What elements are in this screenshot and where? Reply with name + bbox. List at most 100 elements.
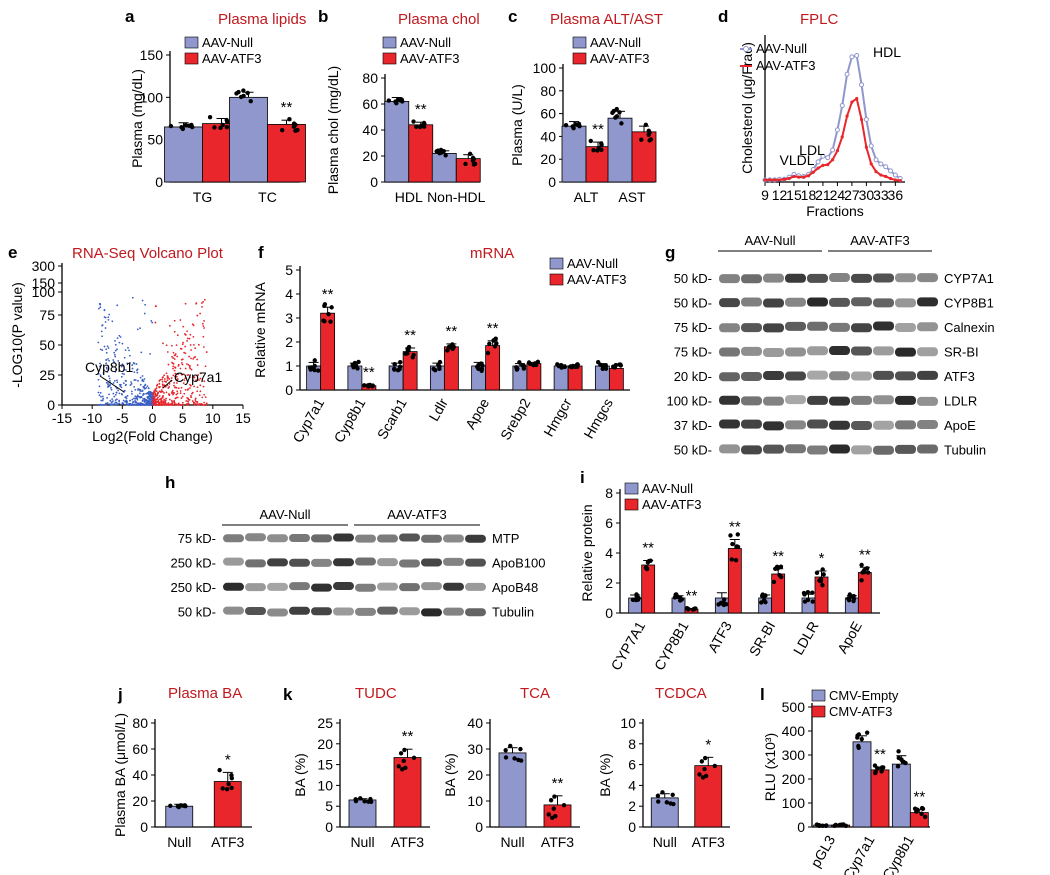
y-axis-label-c: Plasma (U/L) bbox=[509, 84, 525, 166]
series-marker-d bbox=[834, 127, 840, 133]
legend-label-b: AAV-ATF3 bbox=[400, 51, 459, 66]
blot-band-h bbox=[311, 583, 332, 592]
volcano-point-e bbox=[116, 381, 119, 384]
x-tick-label-d: 15 bbox=[786, 187, 802, 203]
data-point-k2 bbox=[512, 756, 517, 761]
data-point-i bbox=[728, 533, 733, 538]
blot-band-h bbox=[355, 534, 376, 543]
series-marker-d bbox=[888, 176, 893, 181]
volcano-point-e bbox=[116, 304, 119, 307]
blot-marker-h: 50 kD- bbox=[178, 605, 216, 620]
y-axis-label-i: Relative protein bbox=[579, 504, 595, 601]
data-point-f bbox=[450, 346, 455, 352]
y-tick-label-k2: 40 bbox=[467, 715, 483, 731]
data-point-l bbox=[896, 755, 901, 761]
volcano-point-e bbox=[132, 362, 135, 364]
legend-marker-d bbox=[743, 46, 749, 52]
blot-band-g bbox=[741, 419, 762, 429]
bar-a bbox=[267, 124, 306, 183]
volcano-point-e bbox=[176, 379, 179, 381]
y-tick-label-l: 100 bbox=[782, 795, 806, 811]
data-point-j bbox=[226, 781, 231, 787]
y-tick-label-b: 20 bbox=[362, 148, 378, 164]
y-tick-label-l: 200 bbox=[782, 771, 806, 787]
blot-protein-label-g: Calnexin bbox=[944, 320, 995, 335]
volcano-point-e bbox=[120, 365, 123, 368]
chart-k2: TCA 0 10 20 30 40 BA (%) Null ATF3 ** bbox=[442, 685, 580, 850]
volcano-point-e bbox=[114, 339, 116, 342]
data-point-i bbox=[771, 579, 777, 585]
data-point-f bbox=[612, 365, 618, 370]
volcano-point-e bbox=[98, 394, 101, 397]
volcano-point-e bbox=[117, 389, 120, 392]
x-tick-label-e: 0 bbox=[149, 410, 157, 426]
volcano-point-e bbox=[115, 391, 118, 394]
volcano-point-e bbox=[136, 394, 139, 397]
volcano-point-e bbox=[177, 373, 179, 376]
significance-i: ** bbox=[729, 519, 741, 536]
volcano-point-e bbox=[188, 399, 191, 401]
significance-f: ** bbox=[404, 327, 416, 344]
volcano-point-e bbox=[118, 392, 121, 395]
volcano-point-e bbox=[144, 384, 146, 387]
volcano-point-e bbox=[115, 368, 117, 371]
volcano-point-e bbox=[172, 351, 175, 354]
data-point-b bbox=[471, 162, 477, 167]
blot-band-g bbox=[851, 346, 872, 356]
data-point-k1 bbox=[353, 798, 359, 804]
volcano-point-e bbox=[105, 362, 108, 365]
y-tick-label-e: 25 bbox=[39, 367, 55, 383]
blot-band-g bbox=[785, 273, 806, 283]
data-point-i bbox=[779, 574, 784, 580]
blot-band-g bbox=[917, 322, 938, 332]
volcano-point-e bbox=[152, 393, 155, 396]
blot-band-h bbox=[223, 557, 244, 566]
blot-band-g bbox=[851, 273, 872, 283]
blot-band-g bbox=[917, 297, 938, 307]
volcano-point-e bbox=[139, 389, 141, 392]
blot-band-h bbox=[245, 583, 266, 592]
volcano-point-e bbox=[124, 384, 127, 387]
blot-band-g bbox=[895, 420, 916, 430]
volcano-point-e bbox=[180, 404, 182, 406]
volcano-point-e bbox=[163, 392, 165, 394]
volcano-point-e bbox=[100, 395, 102, 398]
volcano-point-e bbox=[113, 351, 115, 354]
volcano-point-e bbox=[158, 380, 161, 382]
y-tick-label-l: 500 bbox=[782, 699, 806, 715]
blot-marker-g: 50 kD- bbox=[674, 443, 712, 458]
volcano-point-e bbox=[147, 404, 150, 406]
volcano-point-e bbox=[181, 363, 184, 366]
significance-l: ** bbox=[913, 789, 925, 806]
series-marker-d bbox=[821, 163, 825, 167]
volcano-point-e bbox=[126, 362, 129, 365]
volcano-point-e bbox=[196, 390, 199, 393]
volcano-point-e bbox=[108, 359, 110, 362]
y-tick-label-k1: 15 bbox=[317, 757, 333, 773]
data-point-b bbox=[386, 98, 392, 103]
data-point-l bbox=[856, 732, 862, 737]
volcano-point-e bbox=[168, 404, 171, 406]
chart-i: i 0 2 4 6 8 Relative protein CYP7A1 CYP8B1 ATF3 SR… bbox=[579, 468, 880, 673]
volcano-point-e bbox=[190, 368, 193, 371]
volcano-point-e bbox=[187, 363, 190, 366]
volcano-point-e bbox=[105, 381, 108, 384]
blot-band-h bbox=[245, 607, 266, 616]
volcano-point-e bbox=[181, 401, 184, 404]
volcano-point-e bbox=[186, 340, 188, 342]
data-point-l bbox=[872, 763, 878, 768]
data-point-j bbox=[178, 803, 184, 808]
data-point-k1 bbox=[401, 758, 406, 764]
data-point-j bbox=[229, 785, 234, 791]
volcano-point-e bbox=[136, 328, 139, 331]
volcano-point-e bbox=[157, 391, 159, 394]
blot-band-g bbox=[785, 297, 806, 307]
significance-i: ** bbox=[686, 588, 698, 605]
series-marker-d bbox=[892, 172, 898, 178]
blot-band-g bbox=[873, 273, 894, 283]
volcano-point-e bbox=[135, 363, 138, 365]
blot-band-g bbox=[873, 346, 894, 356]
legend-label-b: AAV-Null bbox=[400, 35, 451, 50]
volcano-point-e bbox=[203, 380, 206, 383]
volcano-point-e bbox=[198, 394, 201, 397]
